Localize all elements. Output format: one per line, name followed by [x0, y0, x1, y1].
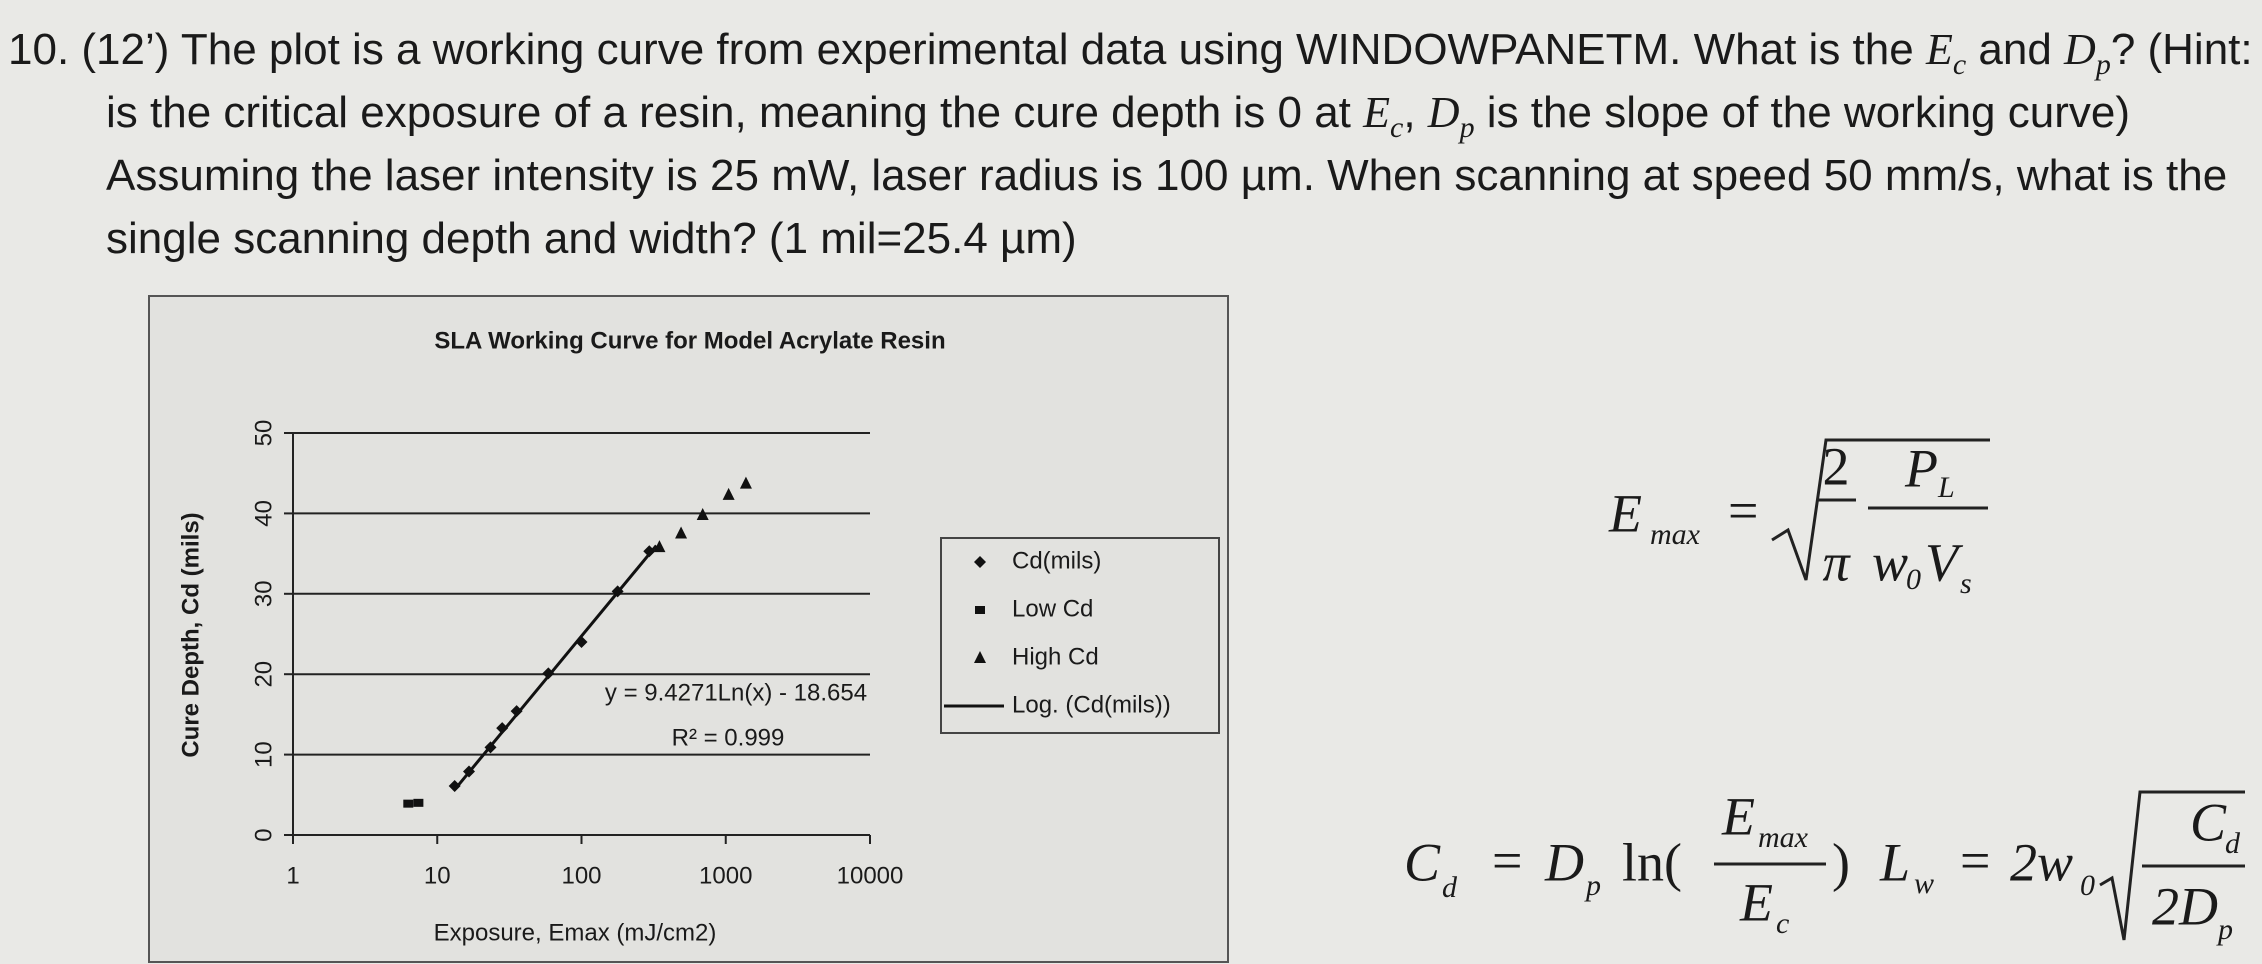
chart-frame: [148, 295, 1229, 963]
point: [974, 556, 986, 568]
symbol: V: [1925, 532, 1964, 592]
math: E: [1363, 88, 1391, 137]
x-axis-label: Exposure, Emax (mJ/cm2): [434, 919, 717, 946]
text: is the slope of the working curve) Assum…: [106, 88, 2228, 263]
text: ,: [1403, 88, 1428, 137]
symbol: D: [1544, 832, 1584, 892]
subscript: 0: [1906, 563, 1921, 596]
math: D: [1427, 88, 1460, 137]
y-tick-label: 10: [250, 741, 277, 768]
y-tick-label: 20: [250, 661, 277, 688]
formula-lw: L w = 2w 0 C d 2D p: [1879, 790, 2245, 946]
question: 10. (12’) The plot is a working curve fr…: [8, 18, 2262, 270]
legend-label: Log. (Cd(mils)): [1012, 691, 1171, 718]
point: [675, 526, 688, 539]
y-tick-label: 40: [250, 500, 277, 527]
annotation: y = 9.4271Ln(x) - 18.654: [605, 679, 867, 706]
subscript: s: [1960, 567, 1972, 600]
text: and: [1966, 25, 2065, 74]
subscript: L: [1937, 471, 1955, 504]
numerator: 2: [1823, 436, 1850, 496]
symbol: C: [2190, 792, 2227, 852]
sqrt-sign: [1771, 438, 1990, 581]
annotation: R² = 0.999: [672, 724, 785, 751]
symbol: P: [1904, 438, 1938, 498]
sqrt-sign: [2099, 790, 2245, 941]
point: [739, 476, 752, 489]
legend-label: Low Cd: [1012, 595, 1093, 622]
y-tick-label: 0: [250, 828, 277, 841]
symbol: 2w: [2010, 832, 2073, 892]
subscript: c: [1776, 907, 1789, 940]
chart-title: SLA Working Curve for Model Acrylate Res…: [434, 327, 945, 354]
paren: ): [1832, 832, 1850, 892]
formula-emax: E max = 2 π P L w 0 V s: [1608, 436, 1990, 600]
subscript: 0: [2080, 869, 2095, 902]
x-tick-label: 100: [561, 862, 601, 889]
point: [696, 508, 709, 521]
text: is the critical exposure of a resin, mea…: [106, 88, 1364, 137]
subscript: max: [1650, 518, 1701, 551]
equals: =: [1728, 480, 1758, 540]
math: D: [2064, 25, 2096, 74]
math-sub: p: [1459, 110, 1475, 144]
math: E: [1925, 25, 1953, 74]
formula-cd: C d = D p ln( E max E c ): [1404, 786, 1850, 940]
point: [448, 779, 461, 792]
y-axis-label: Cure Depth, Cd (mils): [177, 512, 204, 757]
x-tick-label: 10: [424, 862, 451, 889]
y-tick-label: 50: [250, 420, 277, 447]
point: [403, 799, 414, 808]
point: [510, 705, 523, 718]
subscript: w: [1914, 867, 1934, 900]
equals: =: [1960, 830, 1990, 890]
point: [975, 606, 985, 614]
symbol: E: [1608, 483, 1642, 543]
subscript: d: [2225, 827, 2241, 860]
subscript: d: [1442, 871, 1458, 904]
symbol: E: [1721, 786, 1755, 846]
text: ? (Hint:: [2110, 25, 2262, 74]
point: [722, 487, 735, 500]
y-tick-label: 30: [250, 580, 277, 607]
legend-label: Cd(mils): [1012, 547, 1101, 574]
legend-label: High Cd: [1012, 643, 1099, 670]
x-tick-label: 10000: [837, 862, 904, 889]
math-sub: c: [1952, 47, 1967, 81]
symbol: 2D: [2152, 876, 2218, 936]
math-sub: c: [1390, 110, 1404, 144]
point: [413, 798, 424, 807]
denominator: π: [1822, 532, 1851, 592]
legend-box: [940, 537, 1220, 734]
x-tick-label: 1000: [699, 862, 752, 889]
trend-line: [452, 544, 658, 792]
symbol: E: [1739, 872, 1773, 932]
symbol: C: [1404, 832, 1441, 892]
x-tick-label: 1: [286, 862, 299, 889]
subscript: max: [1758, 821, 1809, 854]
symbol: L: [1879, 832, 1910, 892]
subscript: p: [2216, 913, 2233, 946]
equals: =: [1492, 830, 1522, 890]
math-sub: p: [2095, 47, 2111, 81]
point: [496, 722, 509, 735]
point: [974, 651, 986, 663]
symbol: w: [1872, 532, 1908, 592]
text: 10. (12’) The plot is a working curve fr…: [8, 25, 1926, 74]
function: ln(: [1622, 832, 1682, 892]
point: [653, 540, 666, 553]
subscript: p: [1584, 869, 1601, 902]
